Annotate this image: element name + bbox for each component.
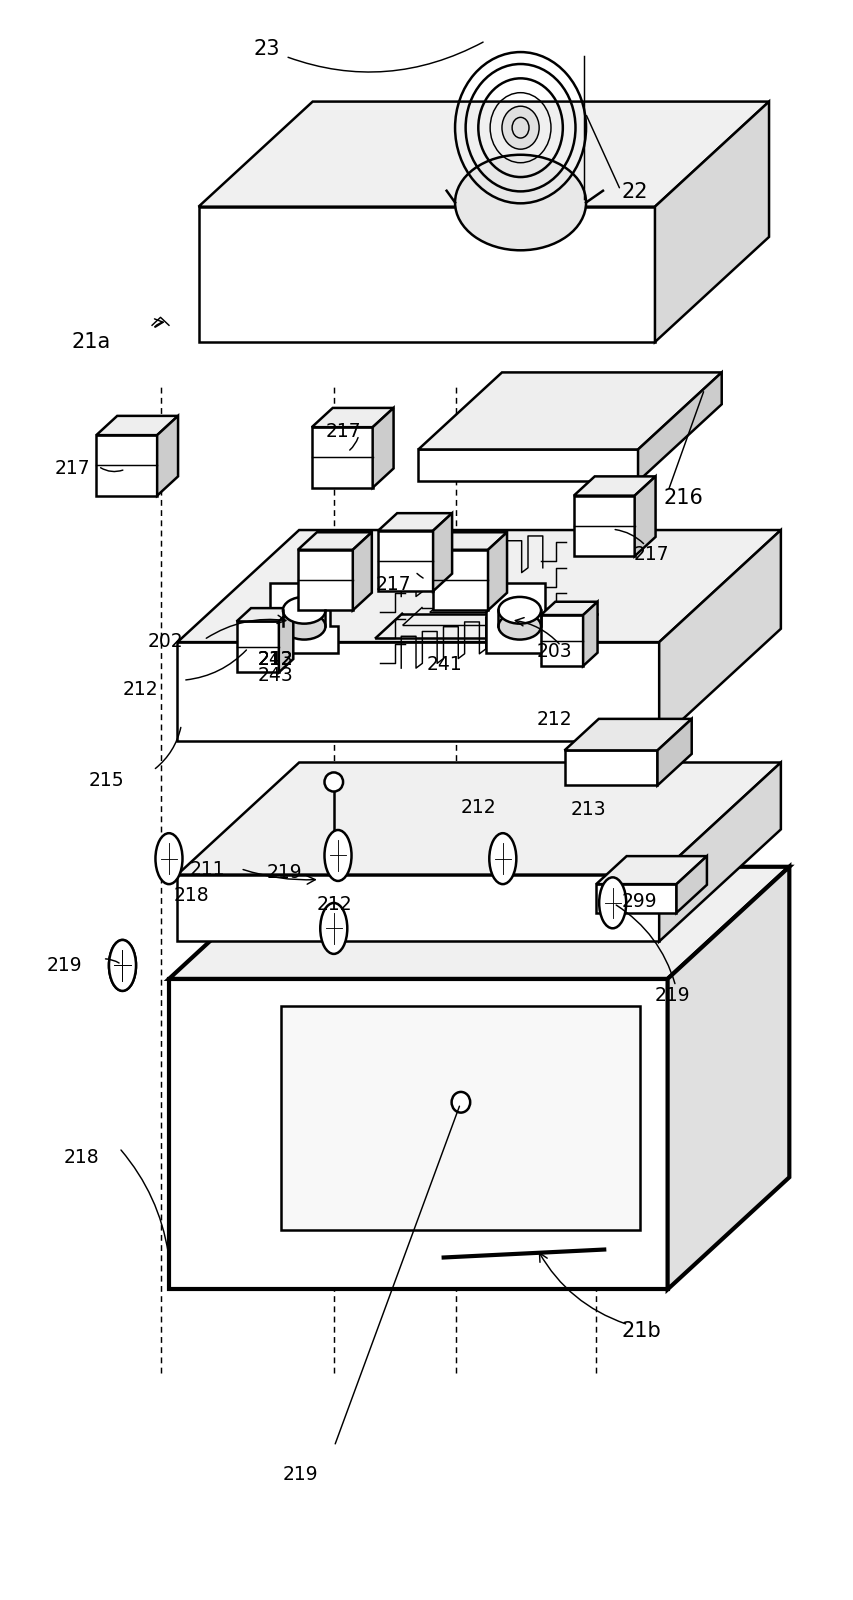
Polygon shape bbox=[432, 550, 488, 611]
Ellipse shape bbox=[282, 613, 325, 640]
Circle shape bbox=[324, 830, 351, 882]
Polygon shape bbox=[236, 622, 279, 672]
Polygon shape bbox=[177, 530, 780, 643]
Text: 203: 203 bbox=[537, 642, 572, 661]
Text: 21a: 21a bbox=[72, 331, 111, 352]
Polygon shape bbox=[659, 530, 780, 741]
Text: 218: 218 bbox=[173, 885, 209, 904]
Text: 212: 212 bbox=[461, 798, 496, 816]
Polygon shape bbox=[169, 867, 789, 979]
Ellipse shape bbox=[451, 1093, 470, 1112]
Polygon shape bbox=[596, 856, 706, 885]
Polygon shape bbox=[541, 616, 583, 666]
Polygon shape bbox=[654, 102, 769, 342]
Text: 241: 241 bbox=[426, 654, 462, 674]
Text: 213: 213 bbox=[570, 800, 606, 818]
Polygon shape bbox=[657, 718, 691, 786]
Text: 299: 299 bbox=[621, 891, 656, 910]
Circle shape bbox=[109, 941, 136, 990]
Polygon shape bbox=[638, 373, 722, 482]
Ellipse shape bbox=[498, 597, 541, 624]
Polygon shape bbox=[311, 427, 373, 488]
Text: 219: 219 bbox=[283, 1464, 318, 1483]
Ellipse shape bbox=[512, 118, 529, 139]
Polygon shape bbox=[418, 373, 722, 450]
Text: 22: 22 bbox=[621, 182, 647, 202]
Ellipse shape bbox=[455, 155, 586, 251]
Polygon shape bbox=[659, 763, 780, 942]
Polygon shape bbox=[96, 435, 157, 496]
Text: 216: 216 bbox=[663, 488, 703, 507]
Polygon shape bbox=[667, 867, 789, 1290]
Circle shape bbox=[599, 877, 626, 928]
Polygon shape bbox=[485, 584, 554, 653]
Polygon shape bbox=[298, 533, 372, 550]
Polygon shape bbox=[270, 584, 338, 653]
Polygon shape bbox=[177, 763, 780, 875]
Polygon shape bbox=[96, 416, 178, 435]
Ellipse shape bbox=[498, 613, 541, 640]
Circle shape bbox=[489, 834, 516, 885]
Polygon shape bbox=[635, 477, 655, 557]
Text: 219: 219 bbox=[46, 955, 82, 974]
Polygon shape bbox=[373, 408, 393, 488]
Text: 212: 212 bbox=[258, 650, 293, 669]
Polygon shape bbox=[157, 416, 178, 496]
Circle shape bbox=[155, 834, 183, 885]
Text: 219: 219 bbox=[654, 986, 690, 1005]
Text: 212: 212 bbox=[123, 680, 158, 699]
Polygon shape bbox=[573, 477, 655, 496]
Text: 243: 243 bbox=[258, 666, 293, 685]
Text: 212: 212 bbox=[258, 650, 293, 669]
Text: 21b: 21b bbox=[621, 1320, 660, 1341]
Polygon shape bbox=[177, 643, 659, 741]
Text: 212: 212 bbox=[316, 894, 352, 914]
Polygon shape bbox=[583, 602, 597, 666]
Polygon shape bbox=[378, 514, 452, 531]
Ellipse shape bbox=[282, 597, 325, 624]
Text: 217: 217 bbox=[325, 422, 361, 442]
Polygon shape bbox=[541, 602, 597, 616]
Polygon shape bbox=[311, 408, 393, 427]
Polygon shape bbox=[352, 533, 372, 611]
Polygon shape bbox=[279, 608, 293, 672]
Polygon shape bbox=[418, 450, 638, 482]
Polygon shape bbox=[564, 750, 657, 786]
Ellipse shape bbox=[502, 107, 539, 150]
Polygon shape bbox=[378, 531, 432, 592]
Text: 218: 218 bbox=[63, 1147, 99, 1166]
Text: 217: 217 bbox=[376, 574, 411, 594]
Text: 211: 211 bbox=[190, 859, 225, 878]
Text: 212: 212 bbox=[537, 710, 572, 730]
Text: 217: 217 bbox=[55, 459, 90, 478]
Polygon shape bbox=[199, 206, 654, 342]
Text: 23: 23 bbox=[253, 38, 483, 72]
Polygon shape bbox=[573, 496, 635, 557]
Text: 243: 243 bbox=[258, 650, 293, 669]
Polygon shape bbox=[488, 533, 507, 611]
Polygon shape bbox=[298, 550, 352, 611]
Ellipse shape bbox=[324, 773, 343, 792]
Polygon shape bbox=[281, 1006, 640, 1230]
Polygon shape bbox=[169, 979, 667, 1290]
Circle shape bbox=[109, 941, 136, 990]
Polygon shape bbox=[199, 102, 769, 206]
Text: 202: 202 bbox=[148, 632, 183, 651]
Text: 217: 217 bbox=[634, 544, 669, 563]
Text: 215: 215 bbox=[89, 771, 125, 790]
Polygon shape bbox=[564, 718, 691, 750]
Text: 219: 219 bbox=[266, 862, 302, 882]
Polygon shape bbox=[236, 608, 293, 622]
Polygon shape bbox=[432, 533, 507, 550]
Circle shape bbox=[320, 902, 347, 954]
Polygon shape bbox=[432, 514, 452, 592]
Polygon shape bbox=[596, 885, 676, 914]
Polygon shape bbox=[177, 875, 659, 942]
Polygon shape bbox=[676, 856, 706, 914]
